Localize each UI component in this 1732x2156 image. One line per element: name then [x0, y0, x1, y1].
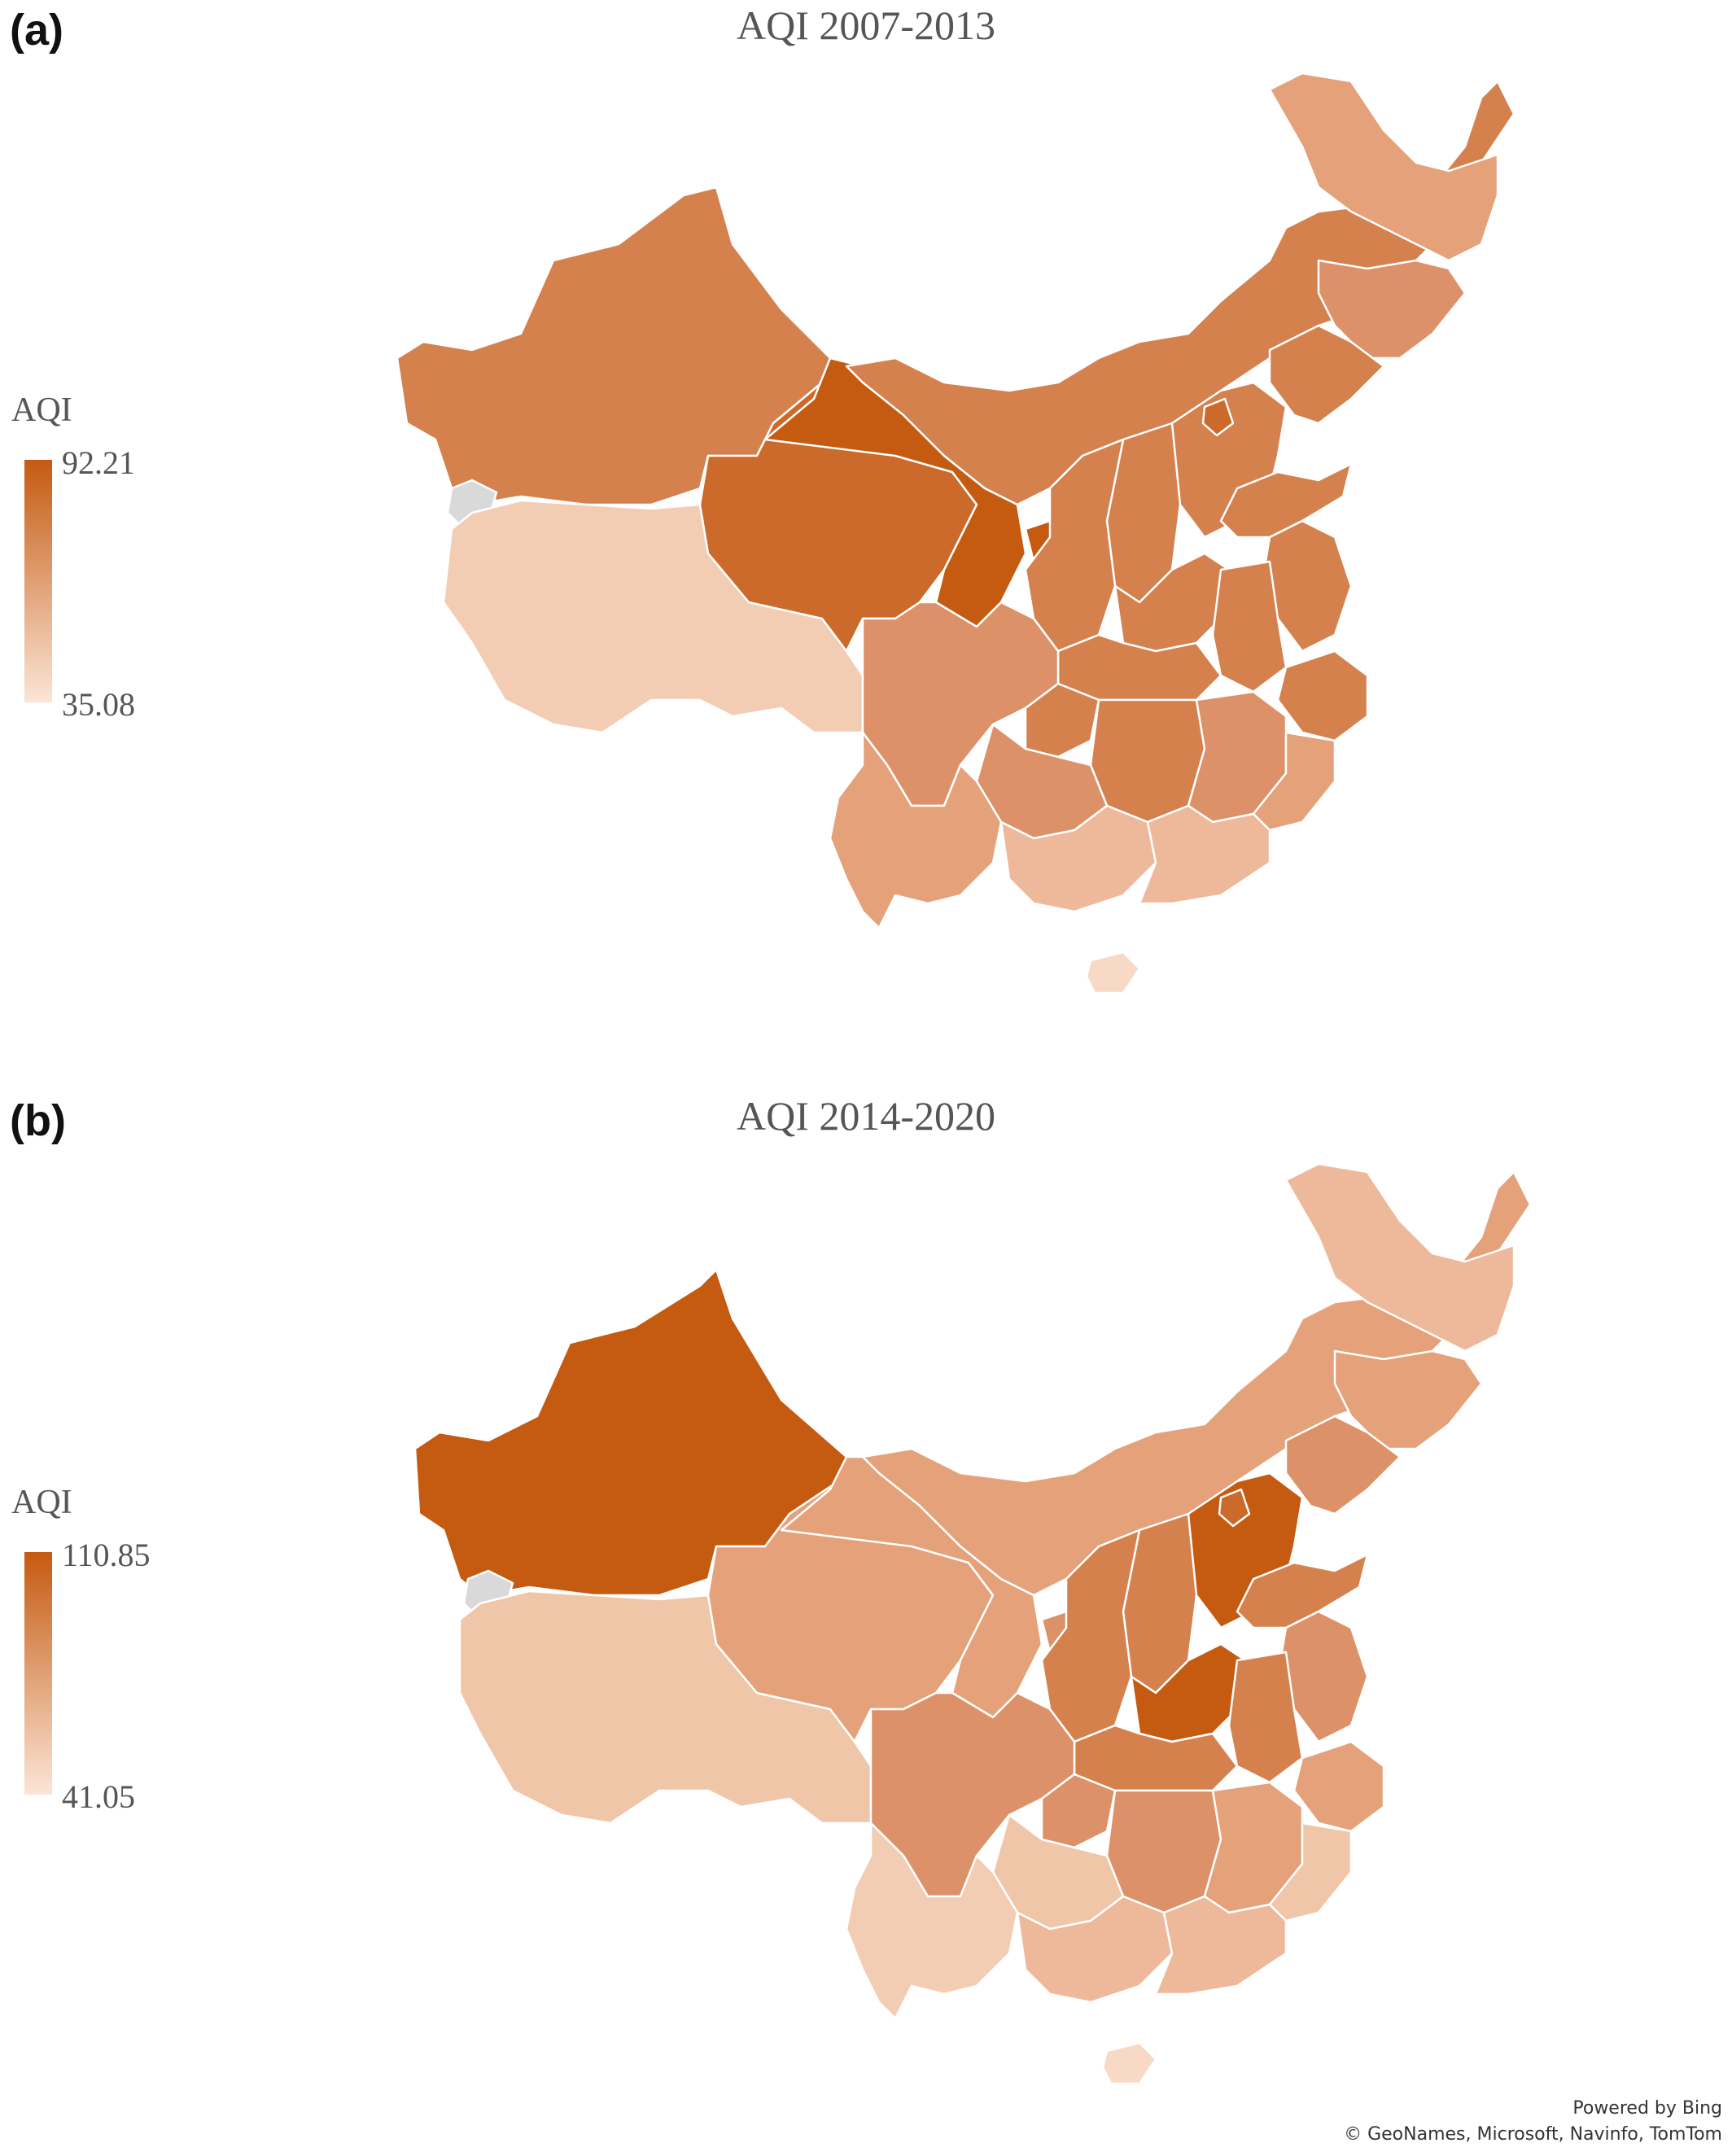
region-hainan[interactable]	[1101, 2041, 1157, 2085]
legend-max-value: 92.21	[62, 444, 135, 481]
region-yunnan[interactable]	[845, 1821, 1019, 2020]
region-anhui[interactable]	[1227, 1651, 1304, 1784]
region-inner-mongolia[interactable]	[845, 80, 1516, 506]
region-shandong[interactable]	[1219, 462, 1353, 539]
region-anhui[interactable]	[1211, 560, 1288, 693]
legend-title: AQI	[11, 1484, 72, 1521]
region-hainan[interactable]	[1085, 951, 1141, 995]
region-beijing[interactable]	[1201, 397, 1235, 437]
legend-color-bar	[24, 1552, 52, 1795]
region-qinghai[interactable]	[706, 1480, 995, 1743]
region-hunan[interactable]	[1105, 1789, 1222, 1914]
region-qinghai[interactable]	[698, 381, 978, 653]
region-jilin[interactable]	[1333, 1349, 1483, 1450]
panel-label: (b)	[10, 1096, 66, 1145]
region-fujian[interactable]	[1268, 1821, 1353, 1922]
panel-label: (a)	[10, 6, 63, 55]
region-zhejiang[interactable]	[1292, 1740, 1385, 1833]
region-beijing[interactable]	[1218, 1488, 1251, 1528]
region-inner-mongolia[interactable]	[861, 1170, 1532, 1597]
legend-color-bar	[24, 460, 52, 702]
legend-title: AQI	[11, 391, 72, 429]
region-zhejiang[interactable]	[1276, 649, 1369, 742]
map-title: AQI 2007-2013	[736, 2, 996, 48]
map-panel-a: (a) AQI 2007-2013 AQI 92.21 35.08	[0, 0, 1732, 1074]
legend-max-value: 110.85	[62, 1537, 151, 1573]
attribution-powered-by: Powered by Bing	[1572, 2098, 1722, 2119]
choropleth-map-a	[396, 72, 1516, 995]
region-jilin[interactable]	[1317, 259, 1467, 360]
map-title: AQI 2014-2020	[736, 1093, 996, 1139]
region-liaoning[interactable]	[1284, 1415, 1402, 1515]
region-guangdong[interactable]	[1154, 1895, 1288, 1996]
map-attribution: Powered by Bing © GeoNames, Microsoft, N…	[1344, 2096, 1722, 2148]
region-guangdong[interactable]	[1138, 804, 1271, 905]
region-fujian[interactable]	[1252, 731, 1336, 832]
region-shandong[interactable]	[1236, 1553, 1369, 1629]
region-gansu[interactable]	[763, 356, 1027, 628]
region-liaoning[interactable]	[1268, 324, 1385, 425]
legend-min-value: 35.08	[62, 686, 135, 723]
choropleth-map-b	[413, 1162, 1532, 2085]
region-yunnan[interactable]	[829, 731, 1003, 929]
region-hunan[interactable]	[1089, 698, 1206, 824]
legend-min-value: 41.05	[62, 1778, 135, 1815]
attribution-sources: © GeoNames, Microsoft, Navinfo, TomTom	[1344, 2124, 1722, 2145]
region-heilongjiang[interactable]	[1284, 1162, 1516, 1353]
map-panel-b: (b) AQI 2014-2020 AQI 110.85 41.05	[0, 1091, 1732, 2156]
region-heilongjiang[interactable]	[1268, 72, 1499, 262]
